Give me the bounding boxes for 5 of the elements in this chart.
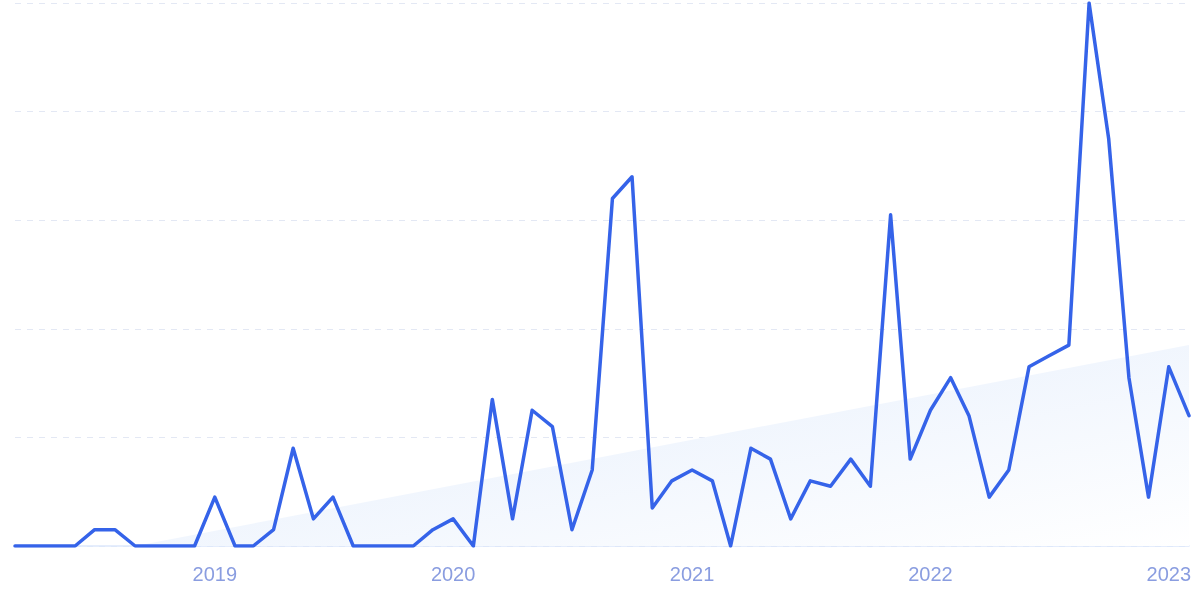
x-tick-label: 2023 bbox=[1146, 563, 1192, 585]
x-tick-label: 2020 bbox=[430, 563, 476, 585]
x-tick-label: 2021 bbox=[669, 563, 715, 585]
x-tick-label: 2019 bbox=[192, 563, 238, 585]
x-tick-label: 2022 bbox=[908, 563, 953, 585]
